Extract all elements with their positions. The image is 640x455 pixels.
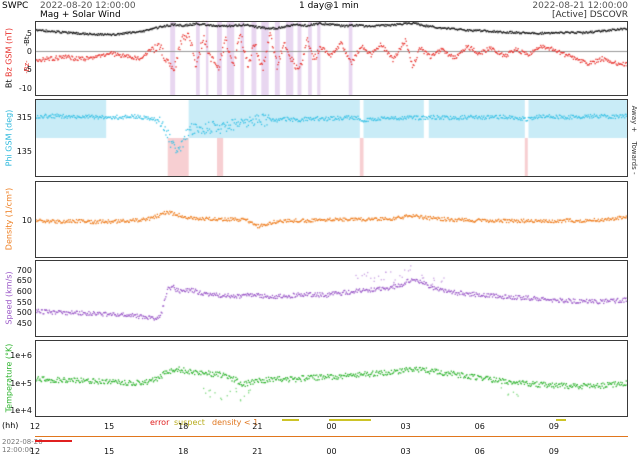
x-tick-label: 09 [548, 422, 559, 431]
suspect-data-mark [556, 419, 567, 421]
panel-density [35, 181, 628, 258]
magnetic-field-canvas [36, 22, 627, 95]
plot-subtitle: Mag + Solar Wind [40, 10, 121, 20]
plot-start-time: 2022-08-20 12:00:00 [40, 1, 136, 11]
temperature-canvas [36, 341, 627, 416]
bz-axis-label: Bz GSM (nT) [4, 27, 14, 77]
legend-error: error [150, 418, 170, 427]
mag-y-axis-label: Bt Bz GSM (nT) [5, 28, 14, 88]
density-flag-line [35, 436, 628, 437]
x-tick-label: 12 [29, 422, 41, 431]
x-tick-label: 00 [326, 422, 337, 431]
plot-resolution: 1 day@1 min [299, 1, 359, 11]
speed-canvas [36, 261, 627, 336]
x-tick-label-bottom: 15 [104, 447, 115, 455]
x-tick-label-bottom: 06 [474, 447, 485, 455]
density-canvas [36, 182, 627, 257]
bz-mini-legend: -Bz- [23, 60, 31, 74]
panel-phi-angle [35, 99, 628, 177]
away-sector-label: Away + [630, 105, 638, 133]
x-tick-label: 06 [474, 422, 485, 431]
agency-label: SWPC [2, 1, 29, 11]
suspect-data-mark [282, 419, 300, 421]
x-tick-label-bottom: 09 [548, 447, 559, 455]
x-tick-label-bottom: 21 [252, 447, 263, 455]
x-tick-label-bottom: 03 [400, 447, 411, 455]
panel-magnetic-field [35, 21, 628, 96]
phi-angle-canvas [36, 100, 627, 176]
x-axis-unit-label: (hh) [2, 421, 19, 430]
panel-speed [35, 260, 628, 337]
phi-y-axis-label: Phi GSM (deg) [4, 109, 14, 167]
speed-y-axis-label: Speed (km/s) [4, 271, 14, 325]
legend-density-lt-1: density < 1 [212, 418, 259, 427]
suspect-data-mark [329, 419, 372, 421]
bt-axis-label: Bt [4, 79, 14, 89]
x-tick-label-bottom: 18 [178, 447, 189, 455]
temperature-y-axis-label: Temperature (°K) [4, 343, 14, 413]
bottom-axis-time: 12:00:00 [2, 446, 34, 454]
plot-end-time: 2022-08-21 12:00:00 [532, 1, 628, 11]
panel-temperature [35, 340, 628, 417]
x-tick-label-bottom: 00 [326, 447, 337, 455]
x-tick-label: 03 [400, 422, 411, 431]
data-source: [Active] DSCOVR [552, 10, 628, 20]
x-tick-label: 15 [104, 422, 115, 431]
legend-suspect: suspect [174, 418, 205, 427]
towards-sector-label: Towards - [630, 141, 638, 175]
density-y-axis-label: Density (1/cm³) [4, 187, 14, 251]
bottom-axis-date: 2022-08-20 [2, 438, 43, 446]
bt-mini-legend: -Bt- [23, 33, 31, 47]
